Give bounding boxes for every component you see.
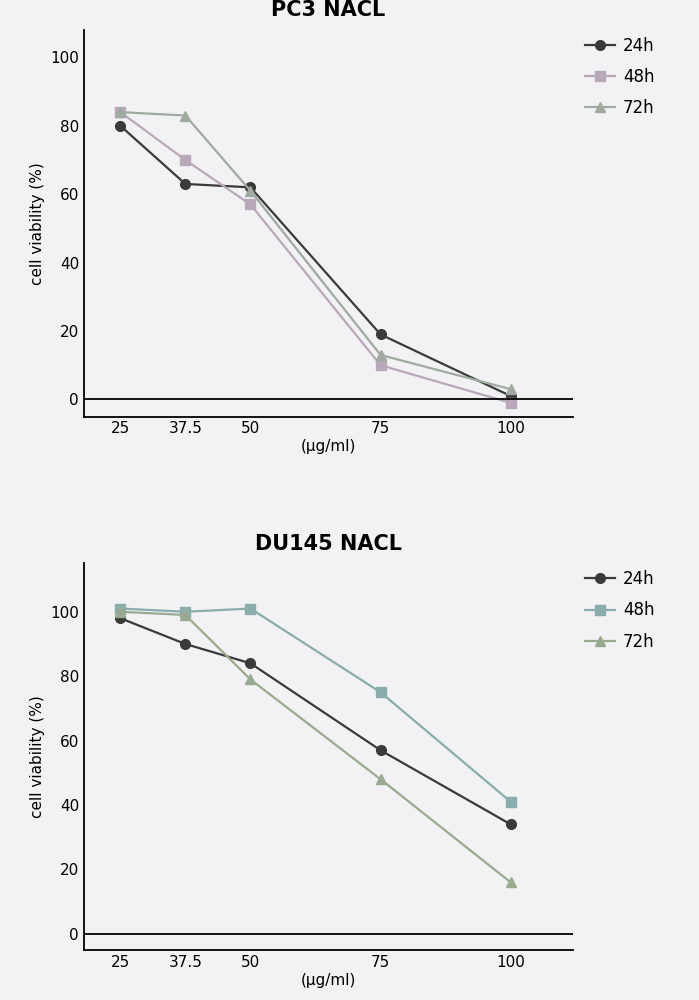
Line: 24h: 24h [115, 613, 516, 829]
48h [181, 154, 189, 166]
72h [246, 673, 254, 685]
48h [376, 359, 384, 371]
Line: 72h: 72h [115, 107, 516, 394]
72h [181, 609, 189, 621]
48h [507, 796, 515, 808]
Line: 48h: 48h [115, 107, 516, 408]
48h [246, 603, 254, 615]
24h [116, 612, 124, 624]
72h [507, 876, 515, 888]
48h [376, 686, 384, 698]
48h [181, 606, 189, 618]
Title: PC3 NACL: PC3 NACL [271, 0, 386, 20]
24h [507, 390, 515, 402]
24h [376, 744, 384, 756]
24h [181, 178, 189, 190]
24h [116, 120, 124, 132]
Legend: 24h, 48h, 72h: 24h, 48h, 72h [578, 30, 661, 124]
Line: 72h: 72h [115, 607, 516, 887]
Y-axis label: cell viability (%): cell viability (%) [29, 695, 45, 818]
48h [116, 106, 124, 118]
72h [181, 110, 189, 122]
72h [116, 106, 124, 118]
72h [376, 349, 384, 361]
X-axis label: (μg/ml): (μg/ml) [301, 973, 356, 988]
Line: 48h: 48h [115, 604, 516, 807]
24h [246, 657, 254, 669]
72h [246, 185, 254, 197]
Title: DU145 NACL: DU145 NACL [255, 534, 402, 554]
24h [181, 638, 189, 650]
48h [507, 397, 515, 409]
48h [116, 603, 124, 615]
72h [116, 606, 124, 618]
72h [507, 383, 515, 395]
72h [376, 773, 384, 785]
X-axis label: (μg/ml): (μg/ml) [301, 439, 356, 454]
Y-axis label: cell viability (%): cell viability (%) [29, 162, 45, 285]
Line: 24h: 24h [115, 121, 516, 401]
24h [376, 328, 384, 340]
24h [507, 818, 515, 830]
Legend: 24h, 48h, 72h: 24h, 48h, 72h [578, 563, 661, 657]
48h [246, 198, 254, 210]
24h [246, 181, 254, 193]
